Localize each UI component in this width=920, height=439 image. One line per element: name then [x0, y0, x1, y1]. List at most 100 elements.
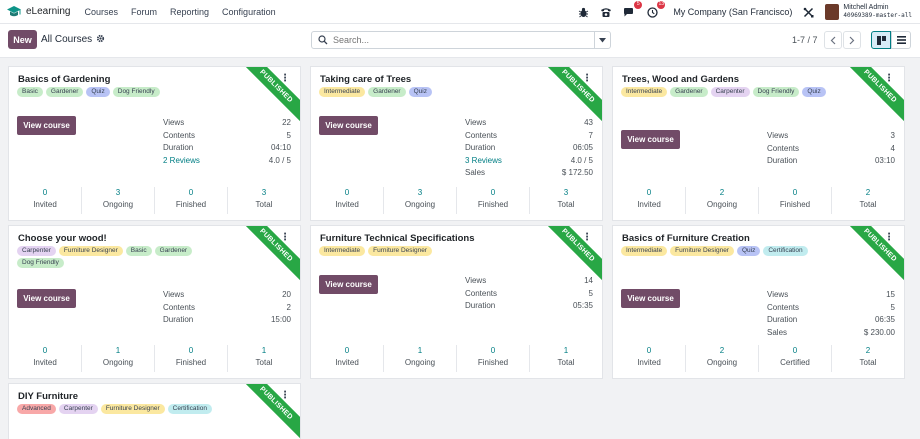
card-menu-icon[interactable]: ⋮ [884, 73, 894, 84]
counter-label: Invited [33, 358, 57, 367]
counter-finished[interactable]: 0 Finished [456, 187, 529, 214]
menu-courses[interactable]: Courses [84, 6, 118, 17]
course-card[interactable]: DIY Furniture ⋮ PUBLISHED Advanced Carpenter… [8, 383, 301, 439]
course-title[interactable]: Trees, Wood and Gardens [622, 74, 740, 85]
menu-configuration[interactable]: Configuration [222, 6, 276, 17]
menu-forum[interactable]: Forum [131, 6, 158, 17]
card-menu-icon[interactable]: ⋮ [280, 390, 290, 401]
tag: Carpenter [710, 87, 750, 97]
counter-value: 0 [490, 346, 496, 355]
gear-icon[interactable] [96, 34, 105, 45]
counter-invited[interactable]: 0 Invited [9, 187, 81, 214]
list-view-button[interactable] [891, 31, 911, 49]
course-title[interactable]: Basics of Furniture Creation [622, 233, 750, 244]
card-menu-icon[interactable]: ⋮ [582, 232, 592, 243]
card-menu-icon[interactable]: ⋮ [280, 232, 290, 243]
view-course-button[interactable]: View course [17, 289, 76, 308]
course-card[interactable]: Taking care of Trees ⋮ PUBLISHED Intermedia… [310, 66, 603, 221]
course-card[interactable]: Trees, Wood and Gardens ⋮ PUBLISHED Interme… [612, 66, 905, 221]
stat-row: Contents 5 [767, 303, 895, 315]
counter-ongoing[interactable]: 2 Ongoing [685, 187, 758, 214]
stat-value: $ 230.00 [863, 327, 895, 337]
course-card[interactable]: Choose your wood! ⋮ PUBLISHED Carpenter Furn… [8, 225, 301, 379]
stat-label: Contents [163, 130, 196, 140]
stat-value: 4.0 / 5 [570, 155, 593, 165]
user-menu[interactable]: Mitchell Admin 40969389-master-all [843, 4, 912, 20]
course-card[interactable]: Basics of Gardening ⋮ PUBLISHED Basic Garden… [8, 66, 301, 221]
card-menu-icon[interactable]: ⋮ [582, 73, 592, 84]
counter-label: Ongoing [706, 200, 738, 209]
view-course-button[interactable]: View course [17, 116, 76, 135]
counter-certified[interactable]: 0 Certified [758, 345, 831, 372]
counter-ongoing[interactable]: 3 Ongoing [81, 187, 154, 214]
attendee-counters: 0 Invited 2 Ongoing 0 Finished 2 Total [613, 187, 904, 214]
stat-value: $ 172.50 [561, 168, 593, 177]
phone-icon[interactable] [599, 5, 613, 19]
counter-invited[interactable]: 0 Invited [9, 345, 81, 372]
pager-previous-button[interactable] [824, 31, 842, 49]
menu-reporting[interactable]: Reporting [170, 6, 210, 17]
counter-finished[interactable]: 0 Finished [758, 187, 831, 214]
chevron-right-icon [849, 36, 855, 44]
counter-ongoing[interactable]: 2 Ongoing [685, 345, 758, 372]
counter-value: 0 [188, 346, 194, 355]
stat-row: Contents 5 [163, 131, 291, 143]
pager-value[interactable]: 1-7 / 7 [792, 35, 818, 45]
activity-clock-icon[interactable]: 13 [645, 1, 666, 19]
bug-icon[interactable] [576, 5, 590, 19]
stat-label: Duration [163, 315, 194, 324]
view-course-button[interactable]: View course [319, 275, 378, 294]
course-title[interactable]: Basics of Gardening [18, 74, 111, 85]
company-switcher[interactable]: My Company (San Francisco) [673, 7, 793, 17]
course-title[interactable]: DIY Furniture [18, 391, 78, 402]
stat-row: 2 Reviews 4.0 / 5 [163, 156, 291, 168]
counter-total[interactable]: 2 Total [831, 187, 904, 214]
view-course-button[interactable]: View course [319, 116, 378, 135]
course-title[interactable]: Taking care of Trees [320, 74, 412, 85]
pager-next-button[interactable] [843, 31, 861, 49]
counter-finished[interactable]: 0 Finished [456, 345, 529, 372]
counter-finished[interactable]: 0 Finished [154, 187, 227, 214]
counter-finished[interactable]: 0 Finished [154, 345, 227, 372]
avatar[interactable] [825, 4, 840, 20]
search-options-toggle[interactable] [594, 32, 610, 48]
counter-total[interactable]: 3 Total [227, 187, 300, 214]
course-card[interactable]: Basics of Furniture Creation ⋮ PUBLISHED In… [612, 225, 905, 379]
stat-label: Contents [465, 288, 498, 298]
search-input[interactable] [333, 35, 583, 45]
view-course-button[interactable]: View course [621, 289, 680, 308]
counter-total[interactable]: 1 Total [227, 345, 300, 372]
counter-total[interactable]: 2 Total [831, 345, 904, 372]
view-course-button[interactable]: View course [621, 130, 680, 149]
top-navbar: eLearning Courses Forum Reporting Config… [0, 0, 920, 24]
counter-total[interactable]: 1 Total [529, 345, 602, 372]
stat-label: Sales [465, 168, 486, 177]
course-title[interactable]: Choose your wood! [18, 233, 107, 244]
stat-label[interactable]: 2 Reviews [163, 155, 200, 165]
counter-invited[interactable]: 0 Invited [613, 345, 685, 372]
tools-icon[interactable] [801, 5, 815, 19]
card-menu-icon[interactable]: ⋮ [884, 232, 894, 243]
counter-invited[interactable]: 0 Invited [311, 187, 383, 214]
counter-ongoing[interactable]: 1 Ongoing [81, 345, 154, 372]
elearning-logo-icon[interactable] [6, 4, 22, 20]
stat-value: 5 [286, 130, 291, 140]
counter-invited[interactable]: 0 Invited [613, 187, 685, 214]
counter-ongoing[interactable]: 1 Ongoing [383, 345, 456, 372]
course-title[interactable]: Furniture Technical Specifications [320, 233, 475, 244]
tag: Carpenter [58, 404, 98, 414]
new-button[interactable]: New [8, 30, 37, 49]
card-menu-icon[interactable]: ⋮ [280, 73, 290, 84]
course-card[interactable]: Furniture Technical Specifications ⋮ PUBLI… [310, 225, 603, 379]
counter-ongoing[interactable]: 3 Ongoing [383, 187, 456, 214]
stat-label[interactable]: 3 Reviews [465, 155, 502, 165]
counter-value: 3 [115, 188, 121, 197]
counter-label: Finished [175, 358, 207, 367]
counter-invited[interactable]: 0 Invited [311, 345, 383, 372]
kanban-view-button[interactable] [871, 31, 891, 49]
chat-icon[interactable]: 5 [622, 1, 643, 19]
app-name[interactable]: eLearning [26, 6, 71, 17]
stat-label: Views [767, 290, 789, 299]
counter-total[interactable]: 3 Total [529, 187, 602, 214]
stat-row: Views 22 [163, 118, 291, 130]
